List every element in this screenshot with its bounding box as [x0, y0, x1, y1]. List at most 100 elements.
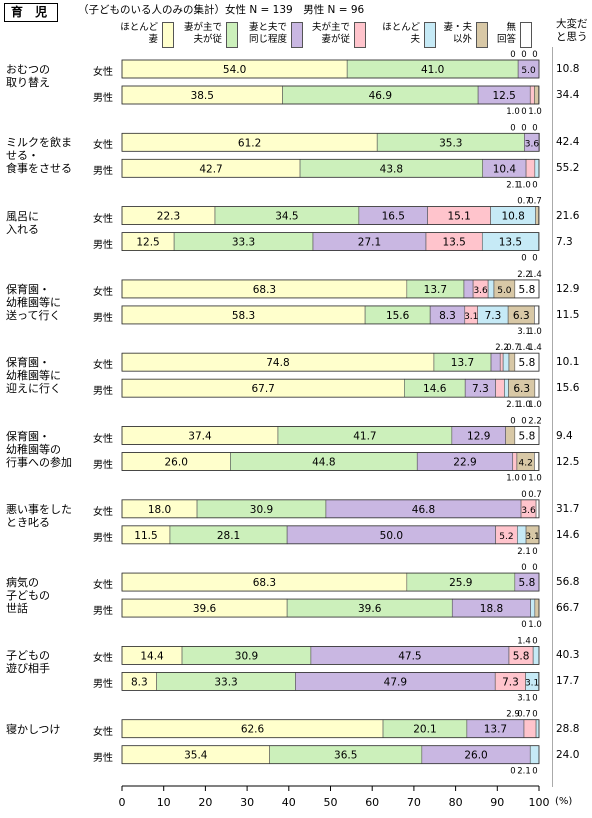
small-value-label: 0 — [521, 254, 526, 264]
small-value-label: 0 — [532, 710, 537, 720]
hard-column-header: 大変だ と思う — [556, 18, 588, 43]
data-label: 15.1 — [447, 211, 470, 223]
data-label: 27.1 — [358, 237, 381, 249]
legend-swatch-6 — [520, 22, 532, 48]
small-value-label: 2.2 — [528, 417, 542, 427]
data-label: 54.0 — [223, 64, 246, 76]
x-tick-label: 40 — [282, 796, 296, 809]
small-value-label: 2.2 — [495, 343, 509, 353]
hard-value: 17.7 — [556, 675, 580, 688]
small-value-label: 2.9 — [506, 710, 520, 720]
data-label: 43.8 — [380, 163, 403, 175]
group-label: 保育園・ 幼稚園等の 行事への参加 — [6, 429, 72, 469]
small-value-label: 2.1 — [517, 767, 531, 777]
data-label: 34.5 — [275, 211, 298, 223]
bar-segment — [487, 279, 495, 299]
group-label: 子どもの 遊び相手 — [6, 649, 50, 676]
x-tick-label: 10 — [157, 796, 171, 809]
data-label: 5.0 — [497, 286, 512, 296]
small-value-label: 0 — [532, 50, 537, 60]
bar-outline — [121, 352, 540, 372]
data-label: 35.3 — [439, 137, 462, 149]
data-label: 46.9 — [369, 90, 392, 102]
legend-swatch-2 — [291, 22, 303, 48]
small-value-label: 1.0 — [517, 180, 531, 190]
small-value-label: 1.4 — [528, 343, 542, 353]
hard-value: 15.6 — [556, 382, 580, 395]
data-label: 50.0 — [380, 530, 403, 542]
data-label: 41.7 — [353, 431, 376, 443]
data-label: 8.3 — [439, 310, 456, 322]
legend-label-2: 妻と夫で 同じ程度 — [248, 22, 287, 45]
small-value-label: 0 — [521, 620, 526, 630]
small-value-label: 2.2 — [517, 270, 531, 280]
bar-outline — [121, 426, 540, 445]
data-label: 68.3 — [253, 577, 276, 589]
data-label: 33.3 — [214, 676, 237, 688]
small-value-label: 0 — [532, 123, 537, 133]
data-label: 13.7 — [484, 724, 507, 736]
data-label: 33.3 — [232, 237, 255, 249]
bar-outline — [121, 132, 540, 152]
legend-label-3: 夫が主で 妻が従 — [311, 22, 350, 45]
hard-value: 14.6 — [556, 528, 580, 541]
data-label: 30.9 — [250, 504, 273, 516]
small-value-label: 0 — [510, 767, 515, 777]
small-value-label: 0 — [510, 417, 515, 427]
data-label: 26.0 — [464, 750, 487, 762]
sex-label: 男性 — [93, 386, 113, 398]
data-label: 5.8 — [519, 431, 536, 443]
bar-segment — [532, 646, 540, 665]
data-label: 7.3 — [472, 383, 489, 395]
small-value-label: 1.0 — [528, 327, 542, 337]
bar-outline — [121, 719, 540, 739]
data-label: 7.3 — [485, 310, 502, 322]
bar-outline — [121, 85, 540, 105]
legend-label-4: ほとんど 夫 — [382, 22, 420, 45]
data-label: 74.8 — [266, 357, 289, 369]
bar-segment — [529, 745, 540, 765]
bar-outline — [121, 499, 540, 519]
x-tick-label: 80 — [449, 796, 463, 809]
group-label: ミルクを飲ま せる・ 食事をさせる — [6, 136, 72, 176]
small-value-label: 1.0 — [506, 474, 520, 484]
hard-value: 9.4 — [556, 429, 573, 442]
sex-label: 男性 — [93, 239, 113, 251]
group-label: 保育園・ 幼稚園等に 迎えに行く — [6, 356, 61, 396]
data-label: 12.5 — [136, 237, 159, 249]
group-label: 悪い事をした とき叱る — [6, 502, 72, 529]
data-label: 5.8 — [519, 357, 536, 369]
hard-value: 10.8 — [556, 63, 580, 75]
small-value-label: 1.0 — [528, 400, 542, 410]
hard-value: 42.4 — [556, 136, 580, 149]
bar-segment — [534, 598, 540, 618]
data-label: 26.0 — [165, 457, 188, 469]
hard-value: 31.7 — [556, 502, 580, 515]
sex-label: 男性 — [93, 312, 113, 324]
group-label: 病気の 子どもの 世話 — [6, 576, 50, 616]
small-value-label: 0 — [532, 563, 537, 573]
data-label: 7.3 — [502, 676, 519, 688]
sex-label: 男性 — [93, 459, 113, 471]
data-label: 8.3 — [131, 676, 148, 688]
data-label: 47.9 — [384, 676, 407, 688]
small-value-label: 2.1 — [506, 180, 520, 190]
sample-note: （子どものいる人のみの集計）女性 N = 139 男性 N = 96 — [78, 4, 365, 16]
data-label: 35.4 — [184, 750, 208, 762]
data-label: 4.2 — [518, 459, 532, 469]
small-value-label: 0 — [532, 254, 537, 264]
bar-segment — [523, 719, 537, 739]
hard-value: 40.3 — [556, 649, 580, 662]
data-label: 13.5 — [442, 237, 465, 249]
sex-label: 女性 — [93, 286, 113, 298]
data-label: 39.6 — [358, 603, 382, 615]
bar-outline — [121, 452, 540, 471]
data-label: 61.2 — [238, 137, 261, 149]
bar-segment — [508, 352, 516, 372]
group-label: 風呂に 入れる — [6, 209, 39, 236]
bar-outline — [121, 279, 540, 299]
data-label: 3.1 — [525, 532, 539, 542]
data-label: 5.8 — [519, 284, 536, 296]
bar-outline — [121, 206, 540, 226]
sex-label: 女性 — [93, 433, 113, 445]
